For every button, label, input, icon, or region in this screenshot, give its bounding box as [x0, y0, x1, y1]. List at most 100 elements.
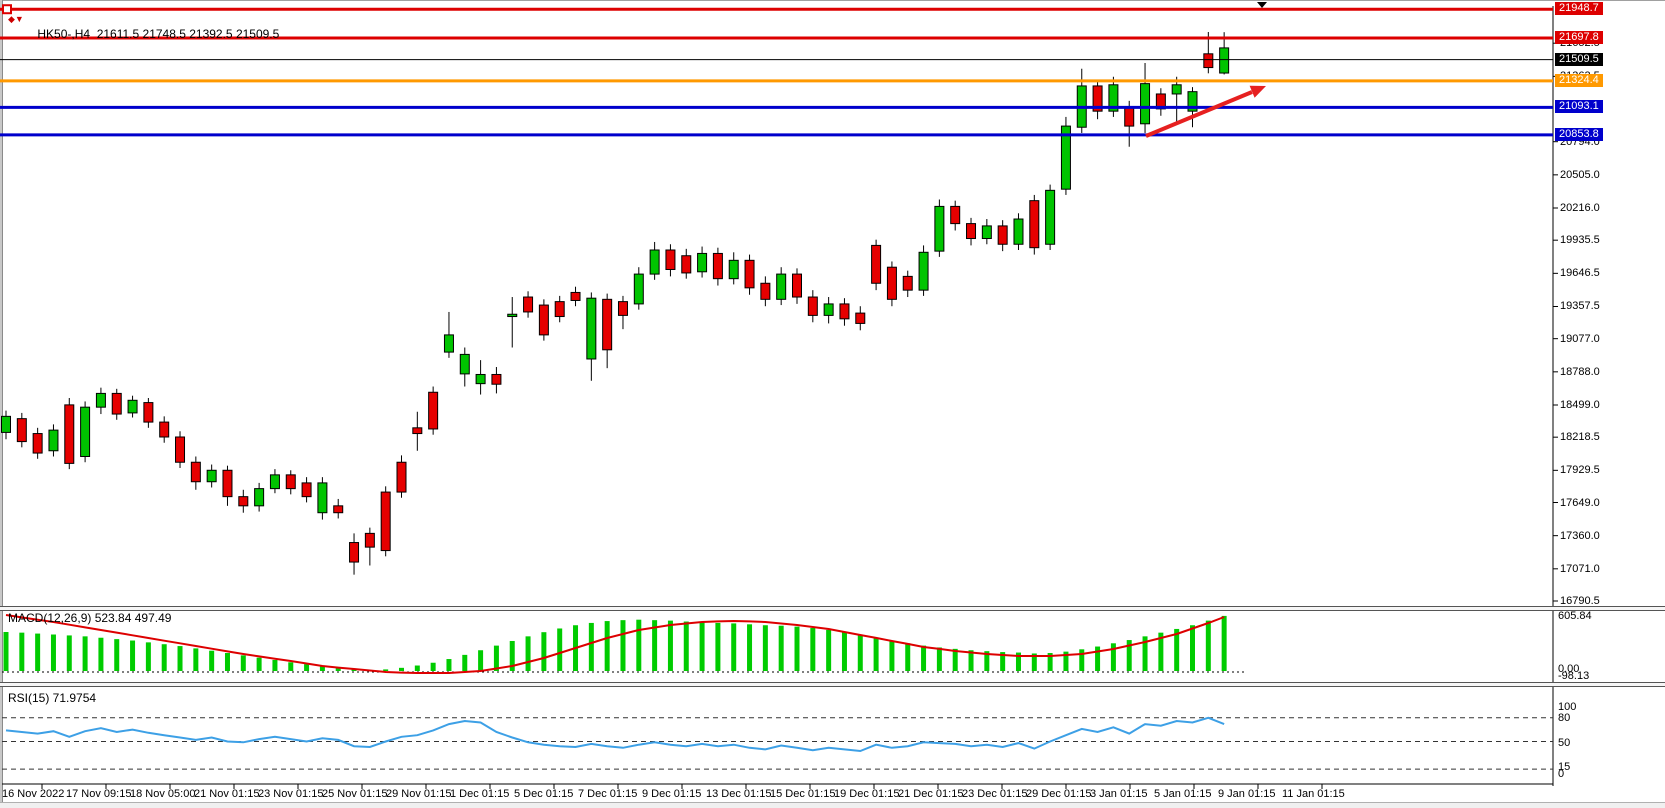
- macd-histogram-bar: [857, 634, 863, 671]
- date-axis-label: 17 Nov 09:15: [66, 788, 132, 800]
- candle-bear: [396, 461, 407, 493]
- candle-bear: [16, 418, 27, 443]
- date-axis-label: 9 Dec 01:15: [642, 788, 702, 800]
- candle-bull: [1187, 91, 1198, 112]
- macd-histogram-bar: [936, 647, 942, 671]
- macd-histogram-bar: [335, 667, 341, 671]
- price-axis-label: 19935.5: [1560, 234, 1600, 247]
- candle-bear: [792, 273, 802, 298]
- date-axis-label: 19 Dec 01:15: [834, 788, 900, 800]
- rsi-axis-label: 15: [1558, 761, 1571, 773]
- date-axis-label: 9 Jan 01:15: [1218, 788, 1276, 800]
- candle-bull: [269, 474, 280, 490]
- date-axis-label: 29 Nov 01:15: [386, 788, 452, 800]
- macd-histogram-bar: [952, 648, 958, 671]
- candle-bull: [776, 273, 787, 300]
- macd-histogram-bar: [762, 625, 768, 671]
- macd-histogram-bar: [1221, 615, 1227, 671]
- macd-histogram-bar: [193, 648, 199, 671]
- macd-histogram-bar: [636, 619, 642, 671]
- macd-histogram-bar: [525, 636, 531, 671]
- price-axis-label: 19077.0: [1560, 332, 1600, 345]
- macd-histogram-bar: [177, 646, 183, 671]
- candle-bear: [349, 542, 360, 563]
- macd-histogram-bar: [240, 655, 246, 671]
- macd-histogram-bar: [1174, 628, 1180, 671]
- line-handle-icon[interactable]: [2, 4, 12, 15]
- macd-histogram-bar: [921, 645, 927, 671]
- candle-bear: [570, 291, 581, 301]
- candle-bear: [966, 223, 977, 240]
- candle-bear: [950, 205, 961, 225]
- candle-bear: [554, 301, 565, 318]
- date-axis-label: 29 Dec 01:15: [1026, 788, 1092, 800]
- price-level-badge: 21093.1: [1555, 100, 1603, 114]
- macd-histogram-bar: [1142, 636, 1148, 671]
- candle-bull: [1060, 125, 1071, 190]
- macd-histogram-bar: [50, 634, 56, 671]
- macd-axis-label: 605.84: [1558, 609, 1592, 622]
- candle-bear: [285, 474, 296, 490]
- price-level-badge: 21948.7: [1555, 2, 1603, 16]
- price-axis-label: 17360.0: [1560, 529, 1600, 542]
- candle-bull: [206, 469, 217, 483]
- macd-histogram-bar: [747, 624, 753, 671]
- price-axis-label: 19357.5: [1560, 300, 1600, 313]
- symbol-ohlc-header: ◆▼ HK50-,H4 21611.5 21748.5 21392.5 21509…: [8, 13, 279, 55]
- price-axis-label: 19646.5: [1560, 267, 1600, 280]
- macd-histogram-bar: [826, 629, 832, 671]
- candle-bear: [1029, 200, 1040, 249]
- macd-histogram-bar: [19, 632, 25, 671]
- candle-bull: [728, 259, 739, 280]
- candle-bear: [64, 404, 75, 464]
- macd-histogram-bar: [652, 620, 658, 671]
- macd-histogram-bar: [145, 642, 151, 671]
- pane-separator-price-macd[interactable]: [0, 606, 1665, 611]
- macd-histogram-bar: [399, 667, 404, 671]
- window-top-edge: [0, 0, 1665, 1]
- macd-histogram-bar: [509, 640, 515, 671]
- macd-histogram-bar: [588, 622, 594, 671]
- date-axis-label: 16 Nov 2022: [2, 788, 65, 800]
- candle-bull: [317, 482, 328, 514]
- candle-bear: [712, 252, 723, 280]
- candle-bull: [1, 415, 11, 433]
- candle-bull: [1140, 83, 1151, 125]
- date-axis-label: 13 Dec 01:15: [706, 788, 772, 800]
- candle-bull: [981, 225, 992, 240]
- candle-bull: [918, 251, 929, 291]
- macd-histogram-bar: [968, 650, 974, 671]
- pane-separator-macd-rsi[interactable]: [0, 682, 1665, 687]
- candle-bear: [760, 282, 771, 300]
- trend-arrow-shaft: [1145, 90, 1253, 138]
- candle-bear: [681, 255, 692, 274]
- macd-histogram-bar: [209, 650, 215, 671]
- macd-histogram-bar: [1190, 625, 1195, 671]
- macd-histogram-bar: [1063, 651, 1069, 671]
- candle-bear: [538, 304, 549, 336]
- trend-arrow-head: [1249, 85, 1266, 98]
- candle-bear: [491, 373, 502, 385]
- macd-label: MACD(12,26,9) 523.84 497.49: [8, 611, 172, 625]
- candle-bull: [934, 205, 945, 252]
- macd-histogram-bar: [841, 632, 847, 671]
- candle-bear: [902, 275, 913, 291]
- macd-axis-label: 0.00: [1558, 663, 1580, 675]
- candle-bull: [1045, 189, 1056, 245]
- rsi-axis-label: 80: [1558, 712, 1571, 724]
- price-axis-label: 18499.0: [1560, 398, 1600, 411]
- scroll-marker-icon[interactable]: [1257, 2, 1267, 8]
- candle-bear: [997, 225, 1008, 245]
- candle-bull: [1219, 47, 1230, 74]
- macd-histogram-bar: [304, 664, 310, 671]
- candle-bear: [665, 249, 676, 270]
- price-level-badge: 21324.4: [1555, 73, 1603, 87]
- date-axis-label: 23 Nov 01:15: [258, 788, 324, 800]
- candle-bull: [586, 297, 597, 360]
- date-axis-label: 15 Dec 01:15: [770, 788, 836, 800]
- macd-histogram-bar: [114, 639, 120, 671]
- candle-bull: [1108, 84, 1119, 112]
- candle-bull: [443, 334, 454, 353]
- date-axis-label: 21 Nov 01:15: [194, 788, 260, 800]
